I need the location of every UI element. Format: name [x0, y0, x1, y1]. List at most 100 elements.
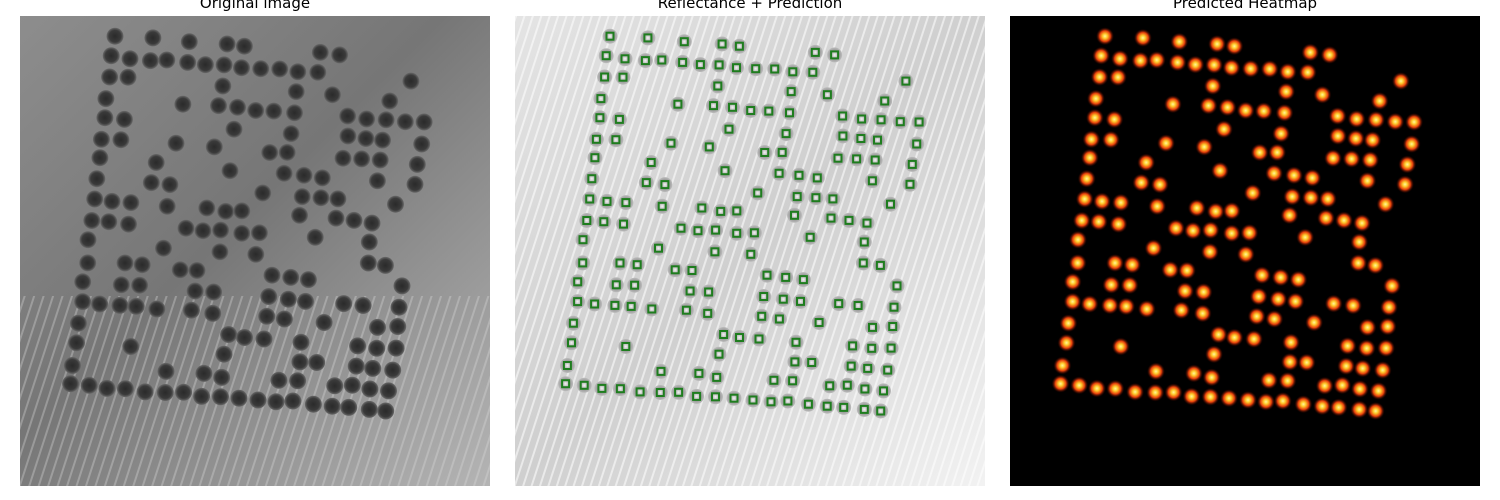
dot [640, 30, 656, 46]
dot [188, 262, 206, 279]
dot [335, 295, 353, 313]
dot [284, 392, 302, 410]
original-image-panel: Original image [20, 0, 490, 500]
dot [1120, 276, 1139, 295]
dot [1259, 371, 1278, 390]
dot [1342, 149, 1361, 168]
dot [1082, 130, 1101, 149]
dot [804, 355, 820, 370]
dot [345, 211, 363, 229]
prediction-marker [766, 397, 776, 407]
prediction-marker [803, 399, 813, 409]
dot [119, 68, 137, 86]
dot [376, 256, 394, 274]
dot [873, 403, 889, 419]
prediction-marker [674, 387, 684, 397]
dot [193, 387, 211, 405]
dot [909, 136, 925, 152]
dot [576, 377, 592, 393]
dot [1337, 357, 1356, 376]
dot [902, 176, 918, 192]
dot [731, 38, 747, 54]
dot [860, 360, 876, 376]
dot [692, 57, 708, 73]
dot [278, 143, 296, 161]
prediction-marker [859, 404, 869, 414]
dot [1202, 368, 1221, 387]
dot [721, 121, 737, 137]
dot [313, 169, 331, 187]
prediction-marker [704, 142, 714, 152]
prediction-marker [828, 194, 838, 204]
dot [1070, 376, 1089, 395]
dot [1353, 214, 1371, 233]
dot [213, 368, 231, 386]
dot [1245, 330, 1263, 348]
dot [205, 138, 223, 156]
dot [1137, 153, 1156, 172]
dot [158, 197, 176, 215]
dot [710, 78, 726, 94]
dot [608, 132, 624, 148]
prediction-marker [746, 106, 756, 115]
dot [196, 56, 214, 74]
dot [158, 51, 176, 69]
prediction-marker [615, 384, 625, 394]
dot [384, 361, 402, 379]
dot [402, 72, 420, 90]
dot [97, 90, 115, 108]
dot [1172, 301, 1191, 320]
dot [1373, 361, 1392, 380]
dot [86, 190, 104, 208]
prediction-marker [808, 67, 818, 77]
dot [690, 223, 706, 239]
dot [1101, 130, 1120, 149]
prediction-marker [757, 311, 767, 321]
dot [215, 345, 233, 363]
dot [1239, 391, 1257, 409]
dot [1222, 201, 1241, 220]
dot [131, 276, 149, 294]
dot [856, 401, 872, 417]
dot [1357, 339, 1376, 358]
dot [133, 256, 151, 274]
dot [1068, 253, 1087, 272]
prediction-marker [621, 198, 631, 208]
dot [841, 212, 857, 228]
prediction-marker [746, 249, 756, 259]
dot [1358, 171, 1377, 190]
dot [1089, 212, 1108, 231]
dot [883, 196, 898, 212]
dot [1253, 266, 1271, 285]
dot [771, 311, 787, 327]
prediction-marker [710, 247, 720, 257]
dot [1200, 242, 1219, 261]
dot [116, 380, 134, 398]
dot [1059, 314, 1078, 333]
prediction-marker [673, 99, 683, 109]
dot [767, 61, 783, 77]
prediction-marker [786, 87, 796, 97]
dot [102, 47, 120, 65]
dot [756, 289, 772, 304]
prediction-marker [778, 294, 788, 304]
dot [785, 64, 801, 80]
dot [334, 149, 352, 167]
dot [1144, 239, 1163, 258]
prediction-marker [632, 260, 642, 270]
dot [597, 69, 613, 85]
dot [716, 327, 732, 342]
prediction-marker [858, 258, 868, 268]
dot [1289, 270, 1308, 289]
dot [291, 353, 309, 371]
prediction-marker [720, 166, 730, 176]
prediction-marker [681, 305, 691, 315]
dot [1208, 35, 1227, 53]
dot [233, 202, 251, 220]
prediction-marker [685, 286, 695, 296]
prediction-marker [578, 258, 588, 268]
dot [204, 304, 222, 322]
dot [1268, 143, 1287, 162]
dot [413, 135, 431, 153]
prediction-marker [694, 368, 704, 378]
